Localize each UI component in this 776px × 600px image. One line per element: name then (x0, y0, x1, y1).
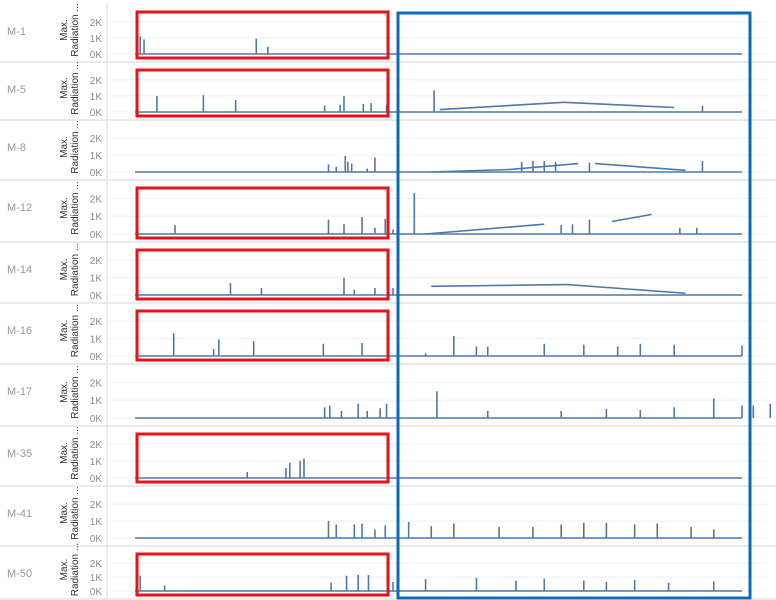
red-highlight-box (135, 552, 390, 597)
panel-m-8: M-8 Max. Radiation ... 0K 1K 2K (0, 120, 776, 181)
blue-highlight-box (396, 11, 752, 600)
red-highlight-box (135, 432, 390, 484)
tick-label: 1K (90, 573, 103, 584)
y-axis-title: Radiation ... (70, 304, 81, 357)
tick-label: 2K (90, 317, 103, 328)
y-axis-title: Radiation ... (70, 120, 81, 173)
row-label: M-16 (7, 325, 32, 337)
y-axis-title: Max. (59, 502, 70, 524)
series-segment (611, 213, 652, 223)
red-highlight-box (135, 309, 390, 362)
row-label: M-17 (7, 386, 32, 398)
y-axis-title: Max. (59, 259, 70, 281)
panel-m-35: M-35 Max. Radiation ... 0K 1K 2K (0, 426, 776, 487)
panel-m-41: M-41 Max. Radiation ... 0K 1K 2K (0, 486, 776, 547)
y-axis-title: Max. (59, 442, 70, 464)
tick-label: 0K (90, 168, 103, 179)
series-segment (431, 283, 567, 288)
y-axis-title: Max. (59, 320, 70, 342)
tick-label: 0K (90, 230, 103, 241)
tick-label: 1K (90, 92, 103, 103)
tick-label: 2K (90, 559, 103, 570)
tick-label: 2K (90, 18, 103, 29)
highlight-overlays (135, 10, 752, 600)
panel-m-1: M-1 Max. Radiation ... 0K 1K 2K (0, 3, 776, 63)
tick-label: 0K (90, 474, 103, 485)
tick-label: 0K (90, 108, 103, 119)
y-axis-title: Radiation ... (70, 181, 81, 234)
tick-label: 1K (90, 517, 103, 528)
series-segment (563, 101, 675, 109)
tick-label: 0K (90, 50, 103, 61)
row-label: M-12 (7, 202, 32, 214)
y-axis-title: Radiation ... (70, 365, 81, 418)
y-axis-title: Radiation ... (70, 3, 81, 56)
tick-label: 2K (90, 378, 103, 389)
tick-label: 0K (90, 587, 103, 598)
series-segment (425, 223, 545, 235)
y-axis-title: Radiation ... (70, 543, 81, 596)
row-label: M-35 (7, 448, 32, 460)
panel-m-12: M-12 Max. Radiation ... 0K 1K 2K (0, 181, 776, 243)
series-segment (595, 162, 686, 172)
y-axis-title: Radiation ... (70, 426, 81, 479)
tick-label: 1K (90, 34, 103, 45)
row-label: M-41 (7, 508, 32, 520)
tick-label: 1K (90, 335, 103, 346)
panel-m-5: M-5 Max. Radiation ... 0K 1K 2K (0, 61, 776, 121)
y-axis-title: Max. (59, 559, 70, 581)
y-axis-title: Max. (59, 136, 70, 158)
row-label: M-8 (7, 142, 26, 154)
tick-label: 1K (90, 457, 103, 468)
y-axis-title: Radiation ... (70, 243, 81, 296)
tick-label: 2K (90, 134, 103, 145)
panel-m-17: M-17 Max. Radiation ... 0K 1K 2K (0, 365, 776, 427)
row-label: M-14 (7, 264, 32, 276)
tick-label: 2K (90, 194, 103, 205)
tick-label: 2K (90, 256, 103, 267)
series-segment (439, 101, 565, 111)
row-label: M-50 (7, 568, 32, 580)
series-segment (566, 283, 686, 295)
tick-label: 1K (90, 274, 103, 285)
panel-m-14: M-14 Max. Radiation ... 0K 1K 2K (0, 243, 776, 304)
y-axis-title: Max. (59, 19, 70, 41)
red-highlight-box (135, 10, 390, 60)
tick-label: 2K (90, 76, 103, 87)
tick-label: 2K (90, 440, 103, 451)
y-axis-title: Radiation ... (70, 486, 81, 539)
red-highlight-box (135, 248, 390, 301)
tick-label: 1K (90, 212, 103, 223)
tick-label: 0K (90, 414, 103, 425)
tick-label: 0K (90, 291, 103, 302)
tick-label: 1K (90, 151, 103, 162)
tick-label: 2K (90, 500, 103, 511)
row-label: M-1 (7, 26, 26, 38)
red-highlight-box (135, 68, 390, 118)
tick-label: 1K (90, 396, 103, 407)
row-label: M-5 (7, 84, 26, 96)
y-axis-title: Radiation ... (70, 61, 81, 114)
y-axis-title: Max. (59, 197, 70, 219)
y-axis-title: Max. (59, 381, 70, 403)
y-axis-title: Max. (59, 77, 70, 99)
tick-label: 0K (90, 534, 103, 545)
tick-label: 0K (90, 352, 103, 363)
series-segment (431, 168, 511, 173)
panel-m-16: M-16 Max. Radiation ... 0K 1K 2K (0, 304, 776, 365)
red-highlight-box (135, 186, 390, 240)
